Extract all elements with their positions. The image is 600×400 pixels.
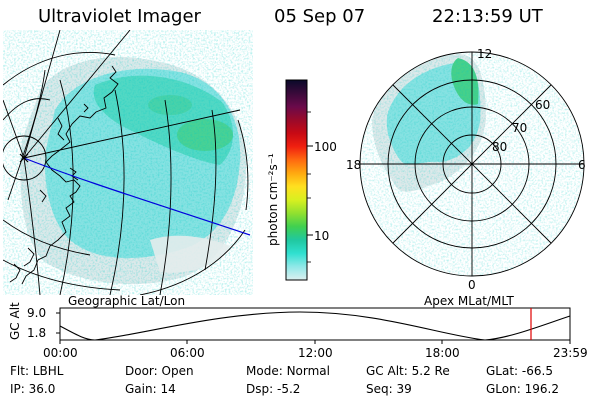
mlt-label-6: 6: [578, 158, 586, 172]
status-door: Door: Open: [125, 364, 194, 378]
time-axis-ticks: [59, 340, 571, 344]
status-glat-value: -66.5: [521, 364, 553, 378]
pole-mark: [19, 153, 29, 163]
polar-plot: [359, 51, 585, 277]
emission-region-faint: [150, 235, 230, 273]
geographic-caption: Geographic Lat/Lon: [68, 294, 186, 308]
time-tick-1800: 18:00: [425, 346, 460, 360]
mlt-label-0: 0: [468, 278, 476, 292]
mlat-label-80: 80: [492, 140, 508, 154]
mlt-label-12: 12: [477, 47, 493, 61]
colorbar-tick-label-100: 100: [314, 140, 337, 154]
meridian-diag-2: [392, 84, 552, 244]
altitude-ymin-label: 1.8: [27, 326, 47, 340]
time-tick-0600: 06:00: [170, 346, 205, 360]
instrument-title: Ultraviolet Imager: [38, 6, 201, 27]
status-flt: Flt: LBHL: [10, 364, 64, 378]
status-ip: IP: 36.0: [10, 382, 56, 396]
mlt-label-18: 18: [346, 158, 362, 172]
status-seq-value: 39: [396, 382, 412, 396]
status-gc-alt-value: 5.2 Re: [411, 364, 450, 378]
status-gain-value: 14: [160, 382, 176, 396]
time-tick-2359: 23:59: [553, 346, 588, 360]
status-glat: GLat: -66.5: [486, 364, 553, 378]
colorbar-strip: [285, 79, 308, 281]
status-glon-value: 196.2: [524, 382, 559, 396]
status-dsp: Dsp: -5.2: [246, 382, 301, 396]
status-gc-alt: GC Alt: 5.2 Re: [366, 364, 450, 378]
colorbar-tick-label-10: 10: [314, 229, 330, 243]
polar-grid: [359, 51, 585, 277]
status-dsp-value: -5.2: [276, 382, 301, 396]
terminator-line: [23, 157, 251, 236]
colorbar-unit-label: photon cm⁻²s⁻¹: [266, 153, 280, 246]
mlat-label-60: 60: [535, 98, 551, 112]
altitude-ylabel: GC Alt: [8, 302, 22, 340]
date-label: 05 Sep 07: [274, 6, 366, 27]
status-mode: Mode: Normal: [246, 364, 330, 378]
status-gain: Gain: 14: [125, 382, 176, 396]
apex-caption: Apex MLat/MLT: [424, 294, 514, 308]
status-glon: GLon: 196.2: [486, 382, 559, 396]
coastlines: [9, 65, 119, 285]
altitude-ymax-label: 9.0: [27, 306, 47, 320]
colorbar: [285, 79, 313, 281]
mlat-label-70: 70: [512, 121, 528, 135]
status-door-value: Open: [161, 364, 194, 378]
time-label: 22:13:59 UT: [432, 6, 543, 27]
altitude-curve: [59, 311, 571, 341]
time-tick-0000: 00:00: [43, 346, 78, 360]
time-tick-1200: 12:00: [298, 346, 333, 360]
status-ip-value: 36.0: [28, 382, 56, 396]
altitude-plot: [56, 307, 571, 344]
status-mode-value: Normal: [286, 364, 330, 378]
geographic-image: [3, 30, 253, 295]
status-seq: Seq: 39: [366, 382, 412, 396]
status-flt-value: LBHL: [32, 364, 64, 378]
